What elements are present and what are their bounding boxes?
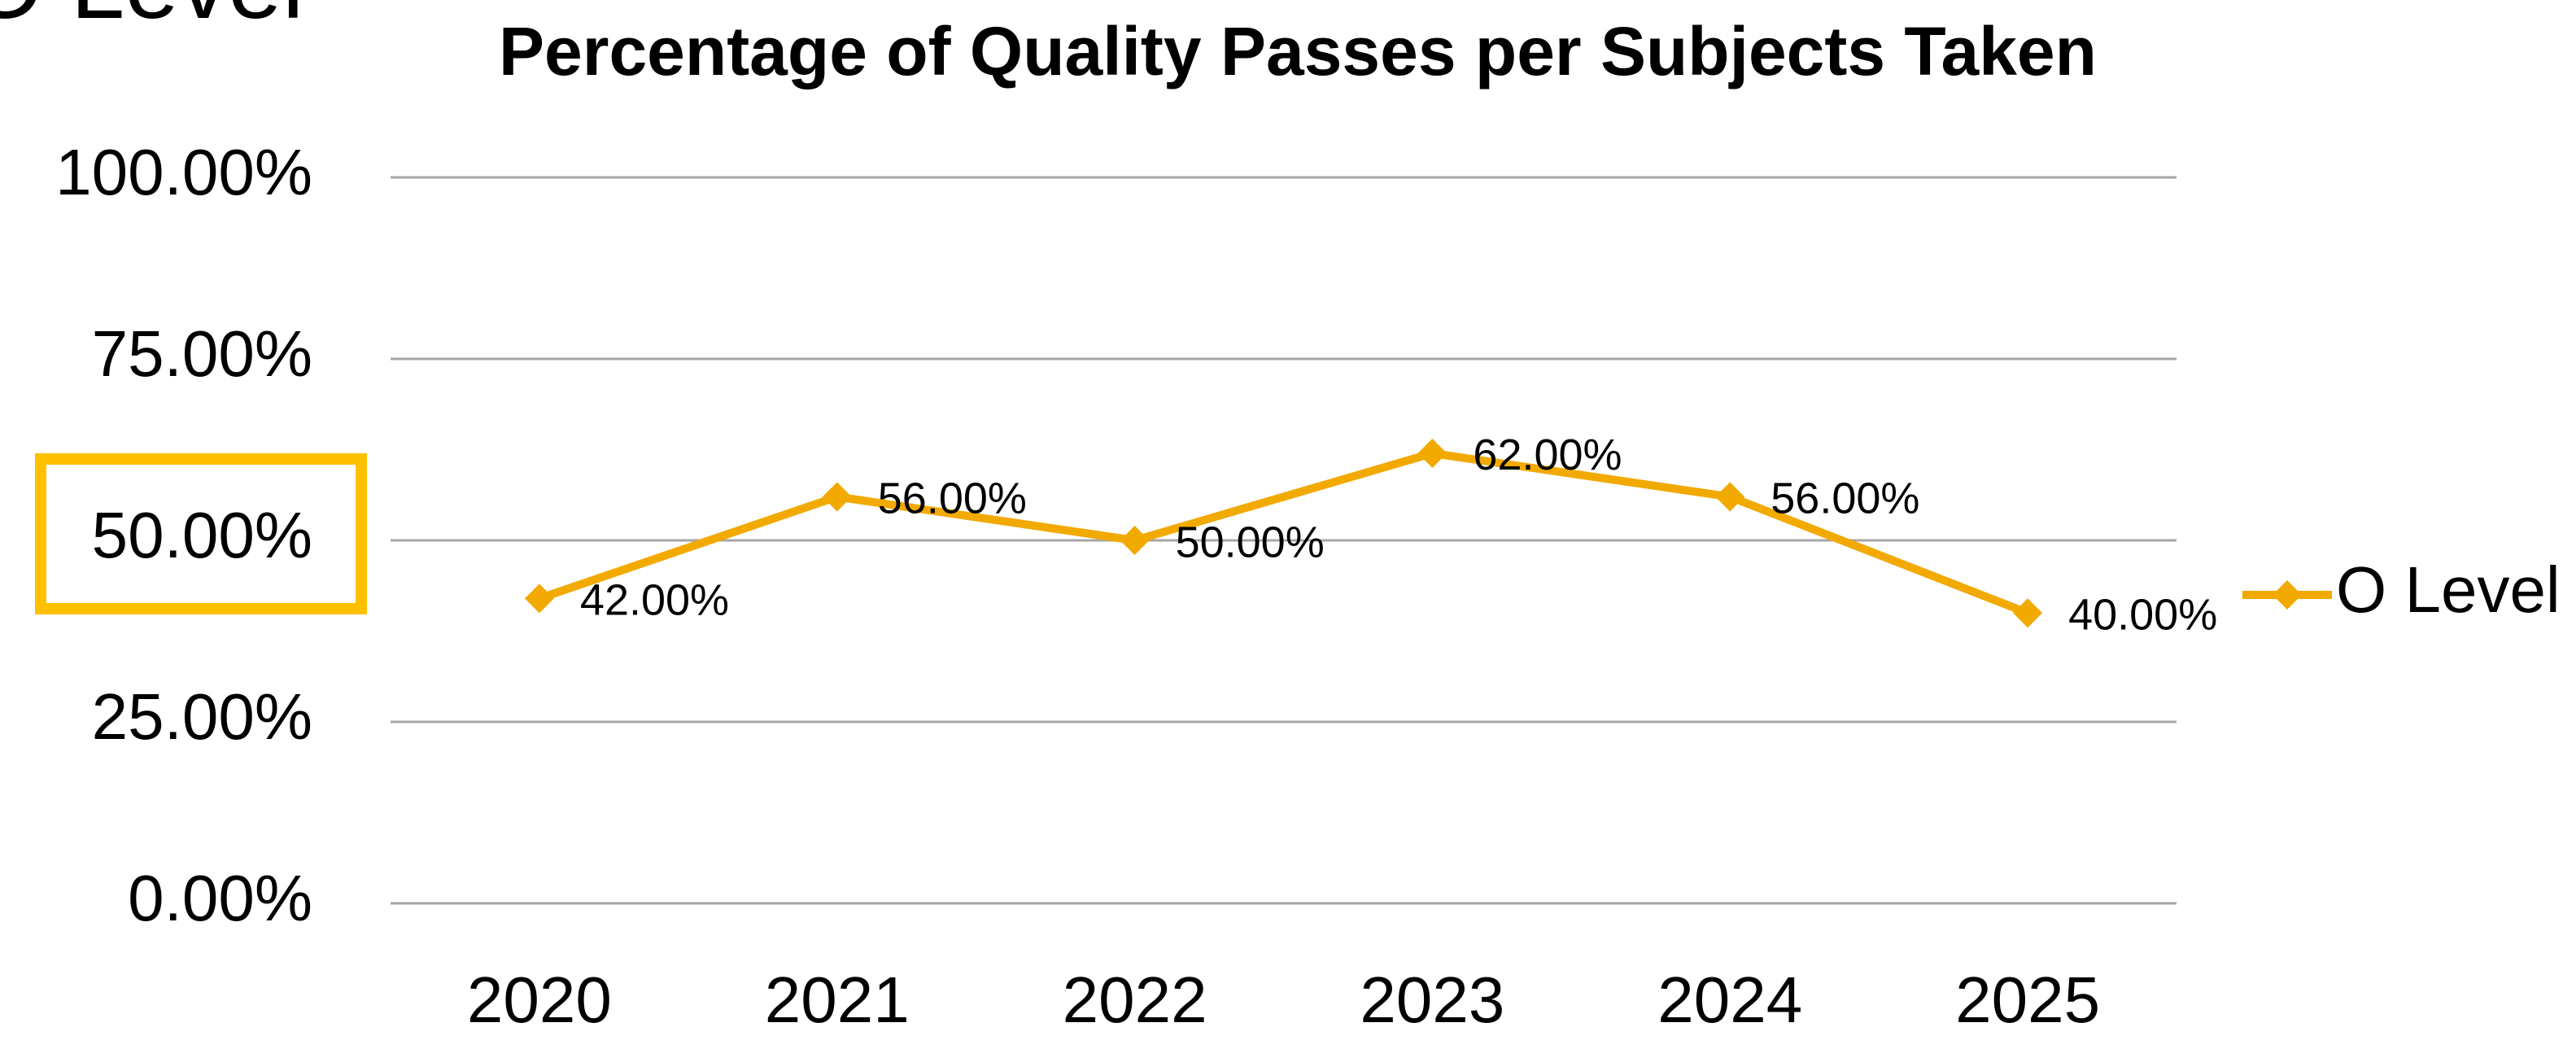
x-tick-label: 2021 [765,964,910,1036]
y-tick-label: 100.00% [55,136,312,208]
y-tick-label: 75.00% [92,317,312,390]
x-tick-label: 2024 [1657,964,1802,1036]
highlight-box [35,453,367,614]
y-tick-label: 50.00% [92,499,312,571]
data-point [822,482,852,512]
data-point [524,584,554,614]
chart-title: Percentage of Quality Passes per Subject… [499,13,2097,90]
data-label: 50.00% [1176,518,1325,566]
data-point [1715,482,1745,512]
x-tick-label: 2023 [1360,964,1504,1036]
data-label: 62.00% [1473,431,1622,479]
data-label: 40.00% [2068,590,2217,639]
x-tick-label: 2022 [1063,964,1207,1036]
data-point [1417,438,1447,468]
y-tick-label: 0.00% [128,862,312,934]
legend-marker [2273,580,2302,610]
x-tick-label: 2020 [467,964,612,1036]
data-point [1120,526,1150,555]
legend-label: O Level [2336,553,2561,626]
data-point [2013,598,2043,628]
data-label: 56.00% [1770,474,1919,523]
data-label: 42.00% [580,576,729,625]
data-label: 56.00% [878,474,1027,523]
x-tick-label: 2025 [1955,964,2100,1036]
series-line [538,448,2029,617]
heading: O Level [0,0,304,39]
y-tick-label: 25.00% [92,680,312,753]
